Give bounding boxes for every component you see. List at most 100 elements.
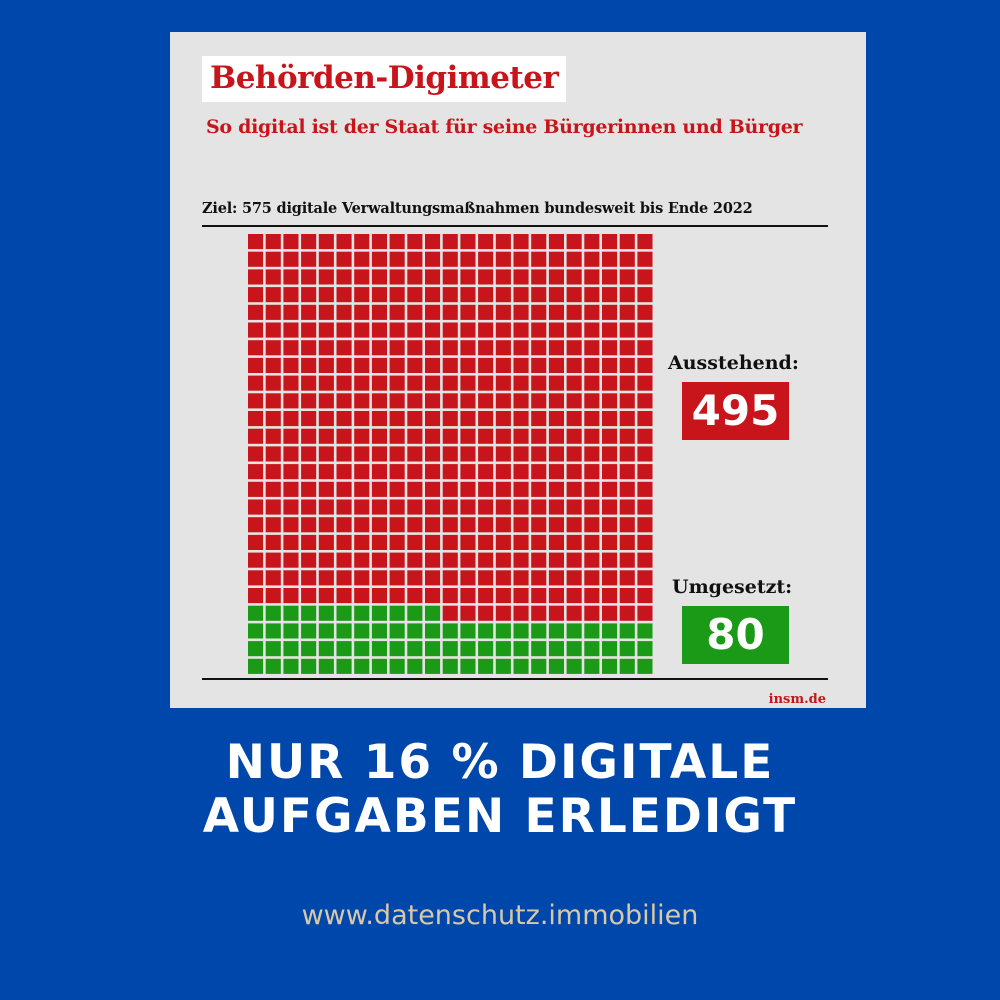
waffle-cell-pending (602, 499, 618, 515)
waffle-cell-pending (248, 411, 264, 427)
waffle-cell-pending (548, 234, 564, 250)
waffle-cell-pending (371, 234, 387, 250)
waffle-cell-pending (248, 234, 264, 250)
waffle-cell-pending (248, 517, 264, 533)
waffle-cell-pending (495, 340, 511, 356)
waffle-cell-pending (425, 269, 441, 285)
waffle-cell-pending (637, 481, 653, 497)
waffle-cell-done (495, 641, 511, 657)
waffle-cell-pending (637, 393, 653, 409)
waffle-cell-pending (407, 322, 423, 338)
waffle-cell-pending (513, 322, 529, 338)
waffle-cell-pending (265, 304, 281, 320)
waffle-cell-done (548, 623, 564, 639)
waffle-cell-pending (283, 446, 299, 462)
waffle-cell-pending (584, 517, 600, 533)
waffle-cell-pending (407, 428, 423, 444)
waffle-cell-pending (637, 552, 653, 568)
waffle-cell-pending (407, 357, 423, 373)
waffle-cell-pending (531, 269, 547, 285)
waffle-cell-pending (619, 251, 635, 267)
waffle-cell-pending (407, 375, 423, 391)
waffle-cell-pending (301, 570, 317, 586)
waffle-cell-pending (602, 552, 618, 568)
waffle-cell-done (265, 641, 281, 657)
waffle-cell-pending (248, 446, 264, 462)
waffle-cell-pending (478, 446, 494, 462)
waffle-cell-pending (371, 534, 387, 550)
waffle-cell-pending (301, 269, 317, 285)
waffle-cell-pending (354, 322, 370, 338)
waffle-cell-done (354, 658, 370, 674)
waffle-cell-done (371, 641, 387, 657)
waffle-cell-pending (531, 428, 547, 444)
waffle-cell-done (442, 641, 458, 657)
waffle-cell-pending (584, 375, 600, 391)
waffle-cell-pending (265, 446, 281, 462)
waffle-cell-pending (336, 251, 352, 267)
waffle-cell-done (460, 658, 476, 674)
waffle-cell-pending (354, 534, 370, 550)
waffle-cell-pending (619, 517, 635, 533)
waffle-cell-pending (425, 552, 441, 568)
footer-url: www.datenschutz.immobilien (301, 900, 699, 931)
waffle-cell-pending (602, 287, 618, 303)
waffle-cell-pending (442, 411, 458, 427)
waffle-cell-pending (513, 357, 529, 373)
waffle-cell-pending (637, 269, 653, 285)
waffle-cell-pending (548, 393, 564, 409)
waffle-cell-done (407, 658, 423, 674)
waffle-cell-pending (548, 375, 564, 391)
waffle-cell-done (548, 641, 564, 657)
waffle-cell-done (637, 658, 653, 674)
waffle-cell-pending (425, 287, 441, 303)
waffle-cell-pending (248, 357, 264, 373)
waffle-cell-pending (584, 287, 600, 303)
waffle-cell-pending (301, 428, 317, 444)
waffle-cell-pending (442, 552, 458, 568)
waffle-cell-pending (407, 287, 423, 303)
chart-title: Behörden-Digimeter (202, 56, 567, 102)
waffle-cell-pending (531, 411, 547, 427)
waffle-cell-done (460, 623, 476, 639)
waffle-cell-pending (336, 322, 352, 338)
waffle-cell-done (336, 605, 352, 621)
waffle-cell-pending (637, 464, 653, 480)
waffle-cell-pending (301, 534, 317, 550)
waffle-cell-pending (619, 446, 635, 462)
waffle-cell-pending (531, 234, 547, 250)
waffle-cell-done (531, 641, 547, 657)
waffle-cell-pending (478, 304, 494, 320)
waffle-cell-pending (354, 251, 370, 267)
waffle-cell-pending (389, 499, 405, 515)
waffle-cell-pending (336, 588, 352, 604)
waffle-cell-pending (548, 357, 564, 373)
waffle-cell-pending (602, 481, 618, 497)
waffle-cell-pending (513, 534, 529, 550)
waffle-cell-pending (548, 446, 564, 462)
waffle-cell-done (425, 605, 441, 621)
waffle-cell-pending (619, 499, 635, 515)
waffle-cell-pending (513, 393, 529, 409)
waffle-cell-pending (584, 534, 600, 550)
waffle-cell-pending (602, 322, 618, 338)
waffle-cell-pending (619, 605, 635, 621)
waffle-cell-pending (460, 570, 476, 586)
waffle-cell-pending (407, 570, 423, 586)
waffle-cell-pending (602, 588, 618, 604)
waffle-cell-pending (283, 322, 299, 338)
waffle-cell-pending (460, 269, 476, 285)
waffle-cell-pending (248, 251, 264, 267)
waffle-cell-pending (425, 375, 441, 391)
waffle-cell-pending (637, 411, 653, 427)
waffle-cell-pending (637, 446, 653, 462)
waffle-cell-done (637, 623, 653, 639)
waffle-cell-pending (283, 517, 299, 533)
goal-text: Ziel: 575 digitale Verwaltungsmaßnahmen … (202, 200, 753, 217)
waffle-cell-done (531, 658, 547, 674)
waffle-cell-pending (265, 534, 281, 550)
waffle-cell-pending (248, 375, 264, 391)
waffle-cell-pending (371, 499, 387, 515)
waffle-cell-pending (318, 481, 334, 497)
waffle-cell-pending (407, 304, 423, 320)
